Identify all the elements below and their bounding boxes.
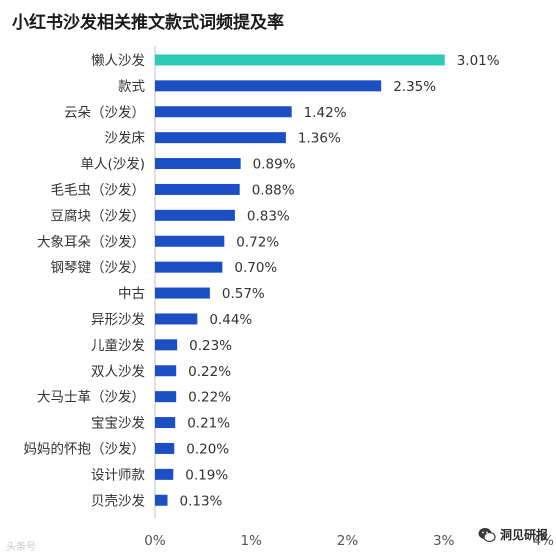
brand-watermark: 洞见研报 [478,526,548,543]
value-label: 0.72% [236,234,279,250]
category-label: 沙发床 [105,131,146,147]
bar [155,468,174,480]
category-label: 款式 [118,79,145,95]
bar [155,54,445,66]
value-label: 0.83% [247,208,290,224]
value-label: 0.88% [252,182,295,198]
bar [155,339,178,351]
value-label: 2.35% [393,79,436,95]
value-label: 0.22% [188,390,231,406]
bar [155,287,210,299]
x-tick-label: 1% [241,533,263,549]
x-tick-label: 2% [337,533,359,549]
category-label: 中古 [118,286,145,302]
value-label: 0.89% [253,157,296,173]
category-label: 设计师款 [91,467,145,483]
value-label: 3.01% [457,53,500,69]
value-label: 0.44% [209,312,252,328]
category-label: 懒人沙发 [91,53,145,69]
value-label: 0.23% [189,338,232,354]
value-label: 1.42% [304,105,347,121]
category-label: 儿童沙发 [91,337,145,354]
source-watermark: 头条号 [6,542,36,553]
bar [155,235,225,247]
bar [155,313,198,325]
category-label: 大象耳朵（沙发） [37,234,145,250]
category-label: 钢琴键（沙发） [51,260,146,276]
wechat-icon [478,527,496,542]
category-label: 单人(沙发) [80,157,145,173]
category-label: 双人沙发 [91,364,145,380]
value-label: 0.20% [186,441,229,457]
value-label: 0.19% [185,467,228,483]
category-label: 毛毛虫（沙发） [51,182,146,198]
x-tick-label: 3% [433,533,455,549]
bar [155,80,382,92]
category-label: 异形沙发 [91,312,145,328]
value-label: 0.21% [187,416,230,432]
x-tick-label: 4% [533,533,555,549]
category-label: 豆腐块（沙发） [51,208,146,224]
value-label: 0.70% [234,260,277,276]
category-label: 大马士革（沙发） [37,390,145,406]
bar [155,442,175,454]
bar [155,106,292,118]
bar [155,417,176,429]
bar [155,209,235,221]
bar [155,183,240,195]
category-label: 妈妈的怀抱（沙发） [24,441,146,457]
bar [155,391,177,403]
bar [155,261,223,273]
value-label: 0.13% [180,493,223,509]
bar [155,158,241,170]
value-label: 0.22% [188,364,231,380]
category-label: 云朵（沙发） [64,105,145,121]
category-label: 宝宝沙发 [91,416,145,432]
value-label: 0.57% [222,286,265,302]
bar [155,365,177,377]
chart-title: 小红书沙发相关推文款式词频提及率 [12,13,284,33]
category-label: 贝壳沙发 [91,493,145,509]
bar [155,132,286,144]
brand-watermark-text: 洞见研报 [499,528,548,542]
value-label: 1.36% [298,131,341,147]
x-tick-label: 0% [144,533,166,549]
bar [155,494,168,506]
